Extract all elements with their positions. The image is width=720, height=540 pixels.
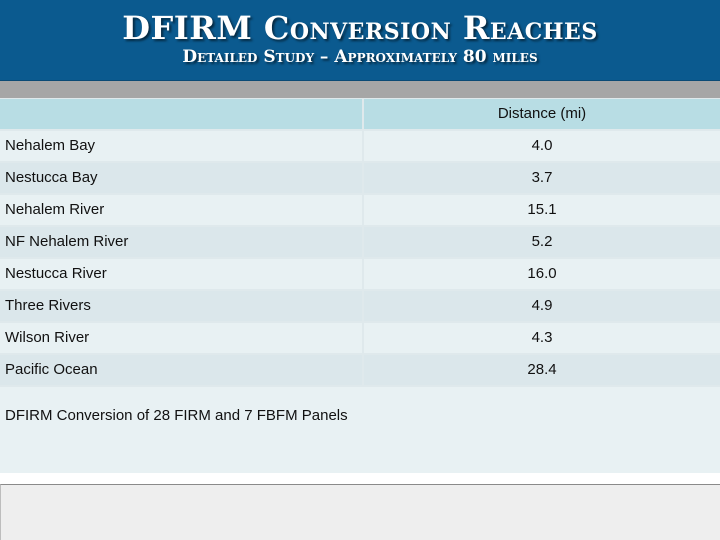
- reach-distance: 3.7: [531, 169, 553, 186]
- title-bar: DFIRM Conversion Reaches Detailed Study …: [0, 0, 720, 81]
- reach-cell: NF Nehalem River: [0, 227, 362, 257]
- reach-distance: 28.4: [527, 361, 557, 378]
- reach-distance: 4.3: [531, 329, 553, 346]
- header-cell-reach: [0, 99, 362, 129]
- reach-distance: 5.2: [531, 233, 553, 250]
- reach-name: Wilson River: [5, 329, 90, 346]
- reach-distance: 4.0: [531, 137, 553, 154]
- distance-cell: 15.1: [364, 195, 720, 225]
- reach-name: Nestucca River: [5, 265, 107, 282]
- distance-cell: 3.7: [364, 163, 720, 193]
- reach-cell: Wilson River: [0, 323, 362, 353]
- table-header-row: Distance (mi): [0, 99, 720, 129]
- header-cell-distance: Distance (mi): [364, 99, 720, 129]
- reach-name: Nehalem Bay: [5, 137, 96, 154]
- table-row: Three Rivers 4.9: [0, 291, 720, 321]
- distance-column-header: Distance (mi): [497, 105, 587, 122]
- bottom-band: [0, 484, 720, 540]
- reach-distance: 4.9: [531, 297, 553, 314]
- distance-cell: 4.9: [364, 291, 720, 321]
- table-row: Nehalem Bay 4.0: [0, 131, 720, 161]
- distance-cell: 5.2: [364, 227, 720, 257]
- table-footer-row: DFIRM Conversion of 28 FIRM and 7 FBFM P…: [0, 387, 720, 473]
- reach-name: Nehalem River: [5, 201, 105, 218]
- slide-subtitle: Detailed Study – Approximately 80 miles: [182, 47, 538, 67]
- reach-cell: Pacific Ocean: [0, 355, 362, 385]
- table-row: Wilson River 4.3: [0, 323, 720, 353]
- distance-cell: 28.4: [364, 355, 720, 385]
- reach-distance: 16.0: [527, 265, 557, 282]
- distance-cell: 16.0: [364, 259, 720, 289]
- reach-name: NF Nehalem River: [5, 233, 129, 250]
- distance-cell: 4.3: [364, 323, 720, 353]
- table-row: Pacific Ocean 28.4: [0, 355, 720, 385]
- reach-cell: Nestucca River: [0, 259, 362, 289]
- divider-band: [0, 81, 720, 98]
- reach-cell: Nehalem River: [0, 195, 362, 225]
- reach-distance: 15.1: [527, 201, 557, 218]
- reach-name: Nestucca Bay: [5, 169, 98, 186]
- reach-cell: Three Rivers: [0, 291, 362, 321]
- footer-note: DFIRM Conversion of 28 FIRM and 7 FBFM P…: [5, 407, 348, 424]
- reach-cell: Nehalem Bay: [0, 131, 362, 161]
- table-row: NF Nehalem River 5.2: [0, 227, 720, 257]
- reach-name: Pacific Ocean: [5, 361, 98, 378]
- table-row: Nestucca Bay 3.7: [0, 163, 720, 193]
- reach-name: Three Rivers: [5, 297, 91, 314]
- table-row: Nehalem River 15.1: [0, 195, 720, 225]
- reach-cell: Nestucca Bay: [0, 163, 362, 193]
- table-row: Nestucca River 16.0: [0, 259, 720, 289]
- slide-title: DFIRM Conversion Reaches: [122, 9, 598, 47]
- distance-cell: 4.0: [364, 131, 720, 161]
